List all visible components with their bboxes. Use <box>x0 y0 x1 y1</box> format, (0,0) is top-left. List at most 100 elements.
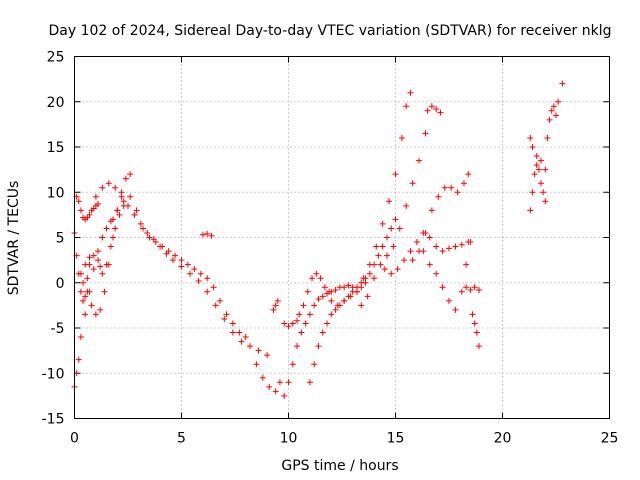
data-point <box>114 207 121 214</box>
data-point <box>422 130 429 137</box>
data-point <box>538 157 545 164</box>
data-point <box>341 284 348 291</box>
data-point <box>542 166 549 173</box>
data-point <box>116 211 123 218</box>
data-point <box>315 343 322 350</box>
data-point <box>223 311 230 318</box>
data-point <box>441 184 448 191</box>
series-arc-22 <box>463 284 482 293</box>
data-point <box>255 347 262 354</box>
data-point <box>454 189 461 196</box>
data-point <box>86 254 93 261</box>
data-point <box>388 225 395 232</box>
data-point <box>416 157 423 164</box>
data-point <box>95 201 102 208</box>
data-point <box>99 270 106 277</box>
series-arc-20 <box>409 171 472 264</box>
data-point <box>315 296 322 303</box>
data-point <box>103 225 110 232</box>
series-arc-8 <box>103 202 127 268</box>
data-point <box>195 277 202 284</box>
series-arc-9 <box>199 230 215 239</box>
series-arc-17 <box>358 130 429 309</box>
y-tick-label: 0 <box>56 276 65 292</box>
series-arc-13 <box>281 317 301 330</box>
data-point <box>388 270 395 277</box>
tick-labels: 0 5 10 15 20 25 -15 -10 -5 0 5 10 15 20 25 <box>42 50 619 447</box>
x-tick-label: 5 <box>177 431 186 447</box>
data-point <box>80 297 87 304</box>
data-point <box>403 202 410 209</box>
data-point <box>272 388 279 395</box>
data-point <box>306 311 313 318</box>
data-point <box>375 252 382 259</box>
data-point <box>379 220 386 227</box>
series-arc-15 <box>306 275 369 386</box>
data-point <box>473 329 480 336</box>
data-point <box>266 383 273 390</box>
data-point <box>159 243 166 250</box>
data-point <box>306 379 313 386</box>
y-tick-label: 10 <box>47 185 65 201</box>
data-point <box>118 193 125 200</box>
data-point <box>386 198 393 205</box>
data-point <box>212 302 219 309</box>
data-point <box>321 284 328 291</box>
series-arc-19 <box>424 103 444 116</box>
data-point <box>112 184 119 191</box>
data-point <box>401 257 408 264</box>
data-point <box>371 275 378 282</box>
data-point <box>285 379 292 386</box>
data-point <box>353 288 360 295</box>
data-point <box>546 116 553 123</box>
data-point <box>137 220 144 227</box>
data-point <box>452 306 459 313</box>
data-point <box>324 320 331 327</box>
data-point <box>238 338 245 345</box>
data-point <box>392 216 399 223</box>
data-point <box>82 261 89 268</box>
data-point <box>341 297 348 304</box>
x-tick-label: 25 <box>601 431 619 447</box>
data-point <box>328 297 335 304</box>
data-point <box>236 329 243 336</box>
data-point <box>475 286 482 293</box>
data-point <box>467 286 474 293</box>
data-point <box>309 275 316 282</box>
data-point <box>103 261 110 268</box>
data-point <box>82 311 89 318</box>
data-point <box>122 175 129 182</box>
chart-title: Day 102 of 2024, Sidereal Day-to-day VTE… <box>49 23 612 39</box>
data-point <box>366 261 373 268</box>
data-point <box>276 379 283 386</box>
data-point <box>298 329 305 336</box>
data-point <box>105 180 112 187</box>
data-point <box>540 189 547 196</box>
data-point <box>300 302 307 309</box>
data-point <box>95 257 102 264</box>
data-point <box>475 343 482 350</box>
data-point <box>364 293 371 300</box>
series-arc-27 <box>527 134 536 150</box>
data-point <box>407 89 414 96</box>
data-point <box>210 284 217 291</box>
data-point <box>204 230 211 237</box>
data-point <box>302 320 309 327</box>
data-point <box>328 311 335 318</box>
data-point <box>253 361 260 368</box>
data-point <box>152 239 159 246</box>
data-point <box>544 134 551 141</box>
data-point <box>127 171 134 178</box>
data-point <box>146 234 153 241</box>
series-arc-23 <box>469 311 482 350</box>
data-point <box>332 306 339 313</box>
series-arc-18 <box>381 229 472 277</box>
x-tick-label: 15 <box>387 431 405 447</box>
data-point <box>204 275 211 282</box>
data-point <box>294 343 301 350</box>
data-point <box>439 284 446 291</box>
data-point <box>208 232 215 239</box>
data-point <box>529 189 536 196</box>
data-point <box>313 270 320 277</box>
data-point <box>165 248 172 255</box>
